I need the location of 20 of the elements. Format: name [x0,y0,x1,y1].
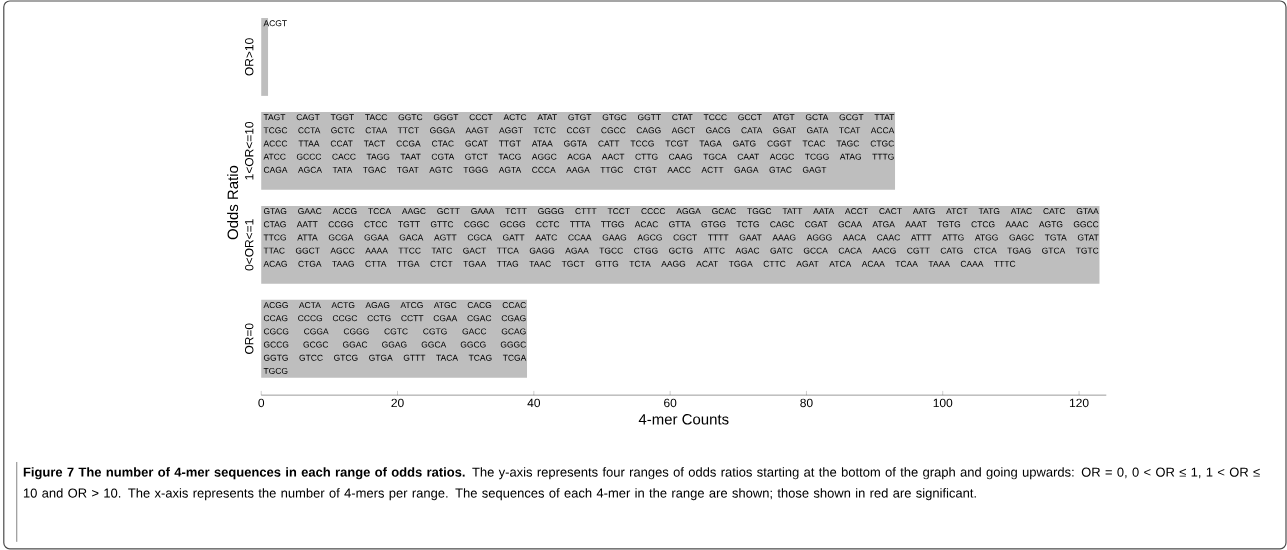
x-axis-title: 4-mer Counts [638,414,729,425]
y-tick-label: OR=0 [244,323,254,355]
x-tick-label: 120 [1069,398,1089,408]
y-axis-title: Odds Ratio [227,165,239,240]
annotation: ACGG ACTA ACTG AGAG ATCG ATGC CACG CCAC CCAG CCCG CCGC CCTG CCTT CGAA CGAC CGAG CGCG CGGA CGGG CGTC CGTG GACC GCAG GCCG GCGC GGAC GGAG GGCA GGCG GGGC GGTG GTCC GTCG GTGA GTTT TACA TCAG TCGA TGCG [263,302,527,374]
x-tick-label: 20 [391,398,404,408]
x-tick-label: 60 [664,398,677,408]
x-tick-label: 40 [527,398,541,408]
x-tick-label: 100 [933,398,953,408]
text: Figure 7 The number of 4-mer sequences in each range of odds ratios. The y-axis represents four ranges of odds ratios starting at the bottom of the graph and going upwards: OR = 0, 0 < OR ≤ 1, 1 < OR ≤ 10 and OR > 10. The x-axis represents the number of 4-mers per range. The sequences of each 4-mer in the range are shown; those shown in red are significant. [23,467,1260,501]
x-tick-label: 80 [800,398,813,408]
y-tick-label: 0<OR<=1 [244,219,254,271]
y-tick-label: OR>10 [244,38,254,76]
annotation: TAGT CAGT TGGT TACC GGTC GGGT CCCT ACTC ATAT GTGT GTGC GGTT CTAT TCCC GCCT ATGT GCTA GCGT TTAT TCGC CCTA GCTC CTAA TTCT GGGA AAGT AGGT TCTC CCGT CGCC CAGG AGCT GACG CATA GGAT GATA TCAT ACCA ACCC TTAA CCAT TACT CCGA CTAC GCAT TTGT ATAA GGTA CATT TCCG TCGT TAGA GATG CGGT TCAC TAGC CTGC ATCC GCCC CACC TAGG TAAT CGTA GTCT TACG AGGC ACGA AACT CTTG CAAG TGCA CAAT ACGC TCGG ATAG TTTG CAGA AGCA TATA TGAC TGAT AGTC TGGG AGTA CCCA AAGA TTGC CTGT AACC ACTT GAGA GTAC GAGT [263,114,895,173]
annotation: ACGT [263,20,287,27]
x-tick-label: 0 [258,398,265,408]
bar [261,112,896,190]
annotation: GTAG GAAC ACCG TCCA AAGC GCTT GAAA TCTT GGGG CTTT TCCT CCCC AGGA GCAC TGGC TATT AATA ACCT CACT AATG ATCT TATG ATAC CATC GTAA CTAG AATT CCGG CTCC TGTT GTTC CGGC GCGG CCTC TTTA TTGG ACAC GTTA GTGG TCTG CAGC CGAT GCAA ATGA AAAT TGTG CTCG AAAC AGTG GGCC TTCG ATTA GCGA GGAA GACA AGTT CGCA GATT AATC CCAA GAAG AGCG CGCT TTTT GAAT AAAG AGGG AACA CAAC ATTT ATTG ATGG GAGC TGTA GTAT TTAC GGCT AGCC AAAA TTCC TATC GACT TTCA GAGG AGAA TGCC CTGG GCTG ATTC AGAC GATC GCCA CACA AACG CGTT CATG CTCA TGAG GTCA TGTC ACAG CTGA TAAG CTTA TTGA CTCT TGAA TTAG TAAC TGCT GTTG TCTA AAGG ACAT TGGA CTTC AGAT ATCA ACAA TCAA TAAA CAAA TTTC [263,208,1099,267]
y-tick-label: 1<OR<=10 [244,121,254,180]
bar [261,206,1100,284]
